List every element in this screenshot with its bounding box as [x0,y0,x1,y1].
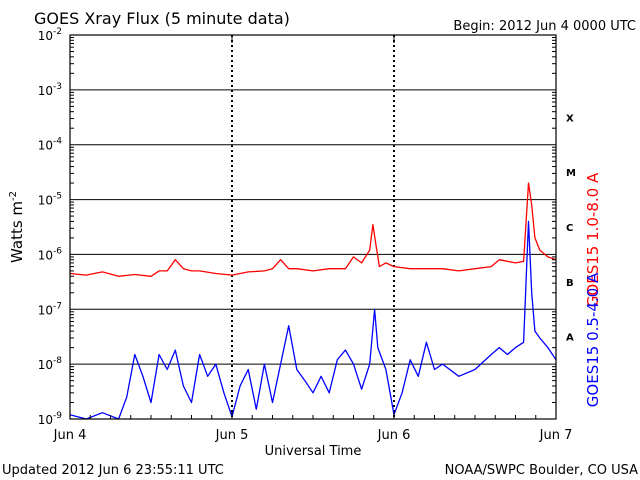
y-axis-label-base: Watts m [8,201,26,263]
legend-short-channel: GOES15 0.5-4.0 A [584,272,602,407]
y-tick-base: 10 [38,358,53,372]
flare-class-x: X [566,113,574,124]
y-tick-label: 10-5 [38,192,62,208]
y-tick-label: 10-4 [38,137,63,153]
x-tick-label: Jun 4 [53,428,87,443]
y-tick-exponent: -3 [53,82,62,92]
y-tick-base: 10 [38,413,53,427]
y-tick-label: 10-9 [38,411,63,427]
y-axis-label-exp: -2 [8,191,19,201]
updated-label: Updated 2012 Jun 6 23:55:11 UTC [2,463,224,478]
y-tick-label: 10-6 [38,246,63,262]
y-tick-base: 10 [38,194,53,208]
y-axis-label: Watts m-2 [8,191,26,263]
y-tick-base: 10 [38,29,53,43]
x-tick-label: Jun 5 [215,428,249,443]
x-axis-label: Universal Time [265,444,362,459]
begin-label: Begin: 2012 Jun 4 0000 UTC [453,19,636,34]
series-line-long [69,182,557,277]
legend-long-channel: GOES15 1.0-8.0 A [584,172,602,307]
y-tick-label: 10-8 [38,356,63,372]
y-tick-base: 10 [38,139,53,153]
x-tick-label: Jun 7 [539,428,573,443]
x-tick-label: Jun 6 [377,428,411,443]
flare-class-m: M [566,168,576,179]
flare-class-b: B [566,278,574,289]
y-tick-exponent: -8 [53,356,62,366]
flare-class-c: C [566,223,573,234]
y-tick-exponent: -4 [53,137,62,147]
y-tick-exponent: -5 [53,192,62,202]
y-tick-exponent: -6 [53,246,62,256]
y-tick-label: 10-2 [38,27,62,43]
y-tick-exponent: -7 [53,301,62,311]
y-tick-label: 10-7 [38,301,62,317]
chart-title: GOES Xray Flux (5 minute data) [34,9,290,28]
plot-frame [69,34,557,420]
y-tick-exponent: -9 [53,411,62,421]
series-line-short [69,220,557,420]
flare-class-a: A [566,333,574,344]
y-tick-base: 10 [38,84,53,98]
y-tick-exponent: -2 [53,27,62,37]
credit-label: NOAA/SWPC Boulder, CO USA [445,463,638,478]
y-tick-label: 10-3 [38,82,62,98]
y-tick-base: 10 [38,303,53,317]
y-tick-base: 10 [38,248,53,262]
